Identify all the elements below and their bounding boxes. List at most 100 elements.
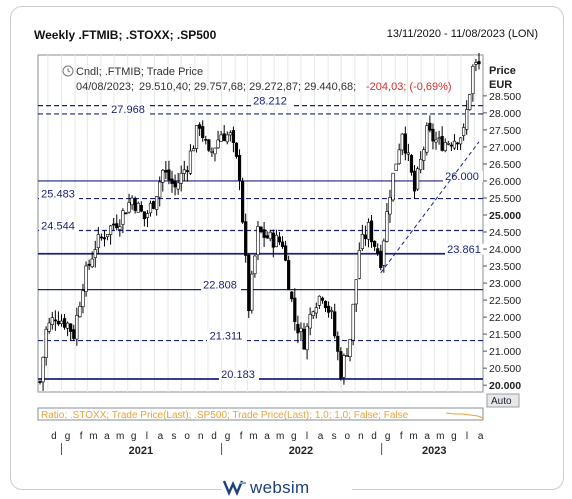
month-tick: g — [385, 431, 391, 442]
month-tick: g — [291, 431, 297, 442]
candle-body — [59, 320, 64, 325]
candle-body — [280, 241, 285, 247]
candle-body — [130, 197, 134, 206]
candle-body — [161, 169, 165, 183]
chart-title: Weekly .FTMIB; .STOXX; .SP500 — [34, 28, 217, 42]
clock-hand-icon — [67, 68, 71, 73]
candle-body — [105, 233, 110, 237]
candle-body — [167, 169, 171, 181]
candle-body — [437, 137, 441, 140]
candle-body — [468, 94, 472, 110]
candle-body — [182, 169, 186, 174]
candle-body — [320, 297, 325, 301]
trendline-line — [380, 141, 480, 274]
month-tick: s — [172, 431, 177, 442]
trendline — [380, 141, 480, 274]
candle-body — [293, 297, 297, 322]
candle-body — [136, 202, 140, 213]
candle-body — [56, 320, 61, 325]
candle-body — [216, 139, 220, 149]
candle-body — [283, 245, 288, 261]
month-tick: o — [184, 431, 190, 442]
price-tick-label: 25.500 — [489, 193, 521, 205]
month-tick: n — [358, 431, 364, 442]
ratio-line — [445, 412, 484, 419]
candle-body — [142, 211, 146, 220]
candle-body — [397, 149, 401, 164]
month-tick: l — [466, 431, 468, 442]
candle-body — [228, 132, 232, 136]
price-tick-label: 23.000 — [489, 278, 521, 290]
candle-body — [391, 172, 395, 201]
candle-body — [474, 62, 478, 65]
candle-body — [170, 178, 174, 184]
candle-body — [409, 155, 414, 173]
price-tick-label: 26.000 — [489, 176, 521, 188]
month-tick: a — [264, 431, 270, 442]
candle-body — [115, 223, 119, 229]
candle-body — [148, 203, 153, 214]
candle-body — [330, 310, 334, 312]
candle-body — [44, 328, 48, 358]
candle-body — [96, 234, 100, 248]
level-label-bg — [39, 188, 79, 200]
candle-body — [185, 170, 189, 172]
date-range: 13/11/2020 - 11/08/2023 (LON) — [386, 28, 538, 40]
candle-body — [403, 133, 407, 154]
candle-body — [259, 226, 263, 233]
level-label-bg — [39, 220, 79, 232]
candle-body — [314, 307, 318, 314]
candle-body — [434, 139, 438, 143]
candle-body — [78, 305, 82, 318]
month-tick: f — [80, 431, 83, 442]
auto-scale-label: Auto — [491, 396, 512, 407]
candle-body — [191, 148, 196, 152]
candle-body — [465, 109, 469, 130]
candle-body — [317, 295, 321, 306]
level-label-bg — [445, 243, 485, 255]
candle-body — [348, 338, 352, 358]
candle-body — [446, 143, 450, 145]
level-label-bg — [219, 368, 259, 380]
price-tick-label: 21.000 — [489, 346, 521, 358]
candle-body — [164, 169, 168, 173]
price-axis[interactable]: 28.500 28.000 27.500 27.000 26.500 26.000 25.5… — [483, 91, 521, 392]
candle-body — [247, 254, 251, 312]
ratio-panel[interactable] — [37, 407, 484, 421]
candle-body — [333, 311, 337, 337]
websim-logo: websim — [222, 477, 352, 497]
candle-body — [204, 139, 208, 141]
legend-ohlc: 29.510,40; 29.757,68; 29.272,87; 29.440,… — [139, 81, 356, 93]
price-tick-label: 22.500 — [489, 295, 521, 307]
price-tick-label: 24.500 — [489, 227, 521, 239]
legend-change: -204,03; (-0,69%) — [366, 81, 452, 93]
candle-body — [69, 323, 73, 332]
candle-body — [262, 229, 266, 238]
candle-body — [357, 249, 361, 279]
candle-body — [237, 155, 242, 181]
candle-body — [369, 220, 374, 243]
candle-body — [244, 221, 248, 256]
candle-body — [382, 240, 386, 266]
candle-body — [299, 327, 303, 333]
candle-body — [323, 300, 328, 309]
candle-body — [41, 356, 45, 383]
candle-body — [342, 355, 346, 378]
legend-date: 04/08/2023; — [76, 81, 134, 93]
price-tick-label: 25.000 — [489, 210, 521, 222]
candle-body — [385, 211, 389, 242]
candle-body — [373, 240, 377, 247]
auto-scale-button[interactable] — [486, 393, 520, 408]
candle-body — [102, 237, 107, 240]
candle-body — [90, 258, 94, 268]
price-tick-label: 22.000 — [489, 312, 521, 324]
candle-body — [219, 134, 223, 142]
candle-body — [109, 225, 113, 235]
candle-body — [366, 222, 371, 240]
candle-body — [38, 381, 42, 383]
month-tick: d — [51, 431, 57, 442]
month-tick: m — [409, 431, 417, 442]
level-label: 25.483 — [41, 189, 75, 201]
